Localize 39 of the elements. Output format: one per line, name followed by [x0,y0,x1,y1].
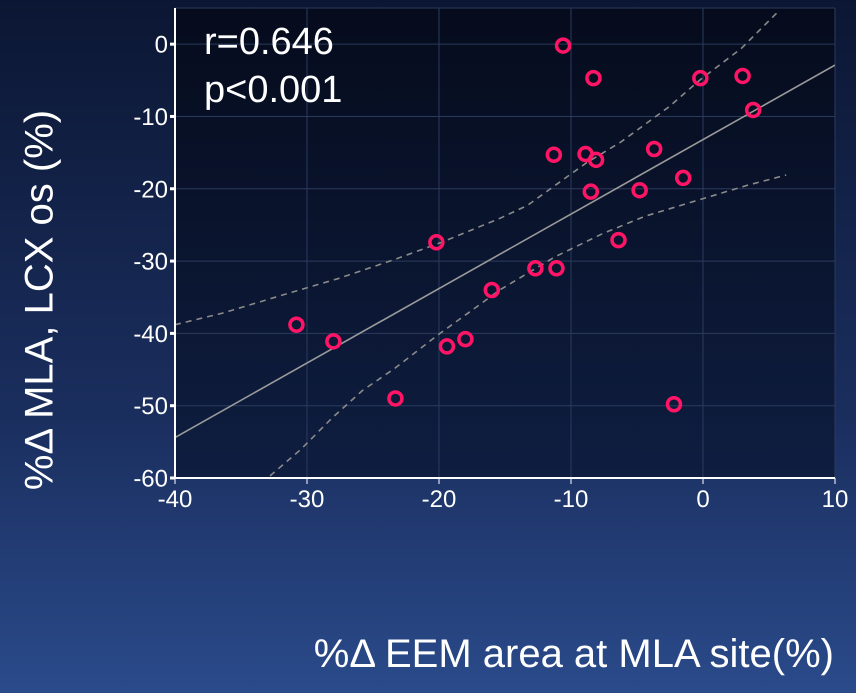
point [674,170,692,186]
annotation: r=0.646 [204,20,335,65]
point [288,316,305,333]
y-tick-label: 0 [154,32,168,59]
x-tick-label: -30 [290,486,324,514]
point [457,330,474,348]
point [610,232,627,248]
point [646,140,662,158]
point [585,70,602,86]
point [325,333,342,350]
point [734,68,751,84]
y-tick-label: -20 [133,176,168,204]
x-tick-label: -10 [554,486,588,514]
y-tick-label: -50 [133,393,168,420]
x-tick-label: 10 [822,486,848,514]
y-axis-title: %Δ MLA, LCX os (%) [18,110,62,490]
y-tick-label: -10 [133,104,168,131]
point [527,260,544,277]
point [554,37,572,54]
point [387,390,404,407]
x-axis-title: %Δ EEM area at MLA site(%) [314,632,834,677]
point [428,234,445,251]
y-tick-label: -40 [133,320,168,348]
point [666,396,682,412]
point [631,182,648,198]
point [588,152,604,168]
point [546,146,562,164]
annotation: p<0.001 [204,68,342,113]
point [548,260,565,277]
x-tick-label: 0 [696,486,710,514]
point [692,70,709,86]
line-series [269,174,787,477]
point [744,102,762,118]
point [577,146,594,162]
x-tick-label: -20 [422,486,456,514]
y-tick-label: -30 [133,248,168,276]
point [582,183,600,200]
point [438,338,456,355]
point [484,282,500,298]
